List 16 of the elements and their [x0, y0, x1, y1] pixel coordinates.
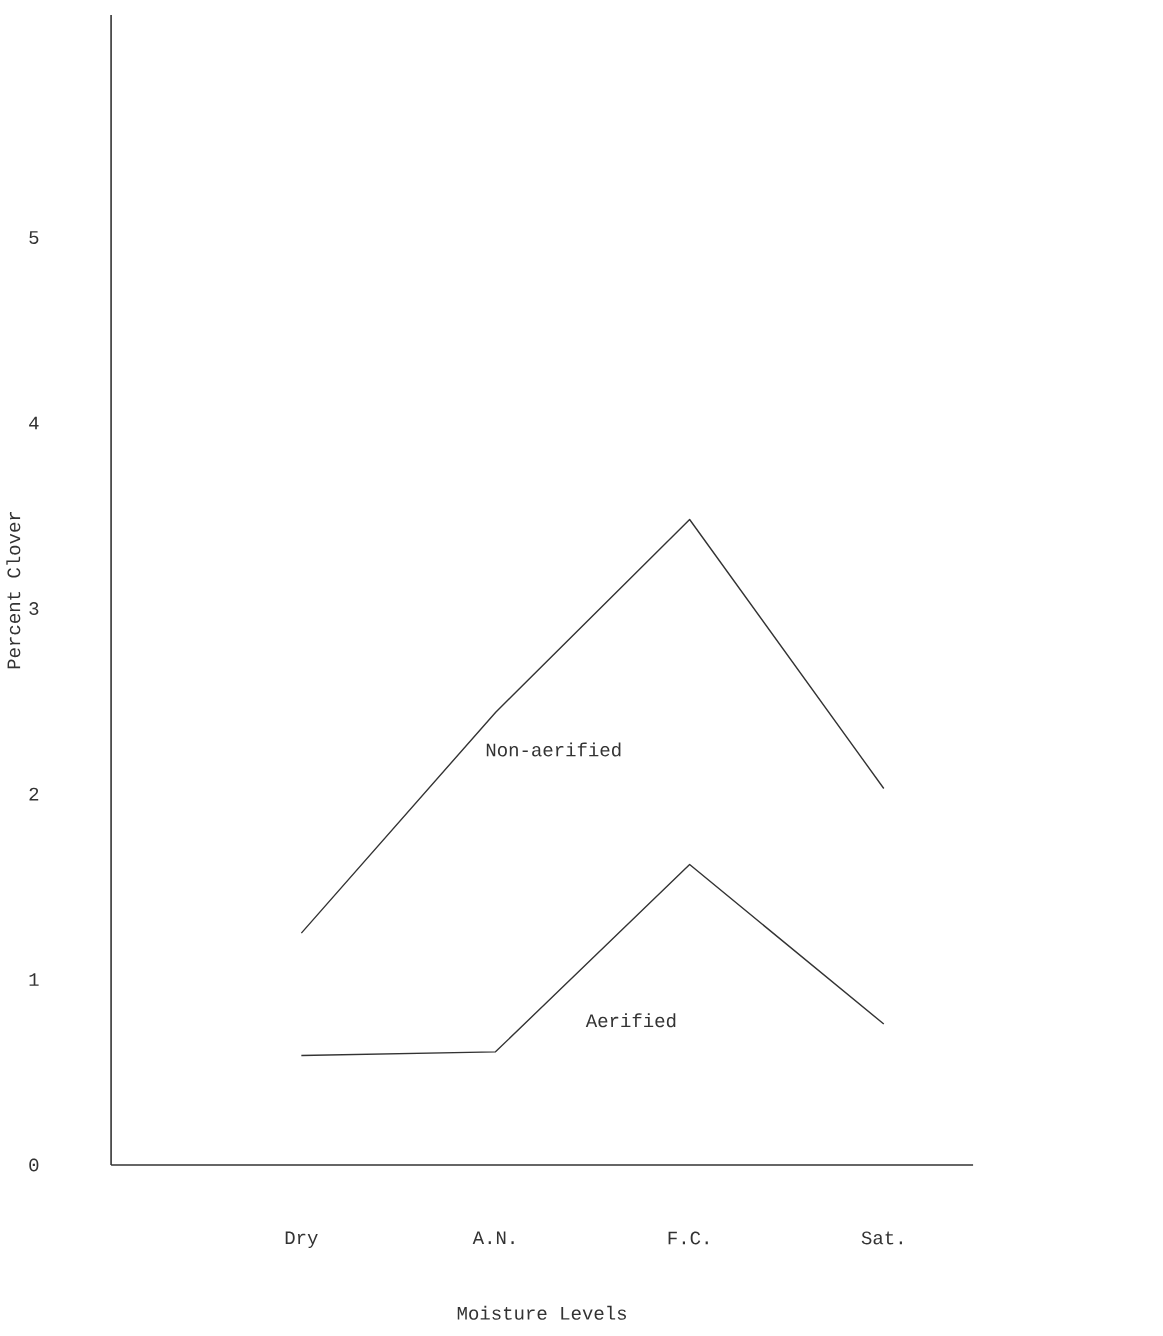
x-tick-label: Dry	[285, 1231, 318, 1248]
x-axis-title: Moisture Levels	[457, 1305, 626, 1320]
x-tick-label: A.N.	[472, 1231, 514, 1245]
y-tick-label: 4	[28, 416, 39, 430]
x-tick-label: F.C.	[668, 1231, 708, 1245]
y-tick-label: 3	[29, 602, 39, 616]
y-axis-title: Percent Clover	[6, 511, 21, 669]
y-tick-label: 1	[29, 973, 39, 986]
series-label: Aerified	[585, 1013, 676, 1028]
line-series	[300, 863, 885, 1057]
y-tick-label: 2	[29, 787, 39, 801]
y-tick-label: 0	[29, 1158, 39, 1172]
y-tick-label: 5	[29, 231, 39, 244]
x-tick-label: Sat.	[861, 1231, 902, 1245]
series-label: Non-aerified	[486, 742, 621, 757]
line-series	[300, 518, 885, 934]
